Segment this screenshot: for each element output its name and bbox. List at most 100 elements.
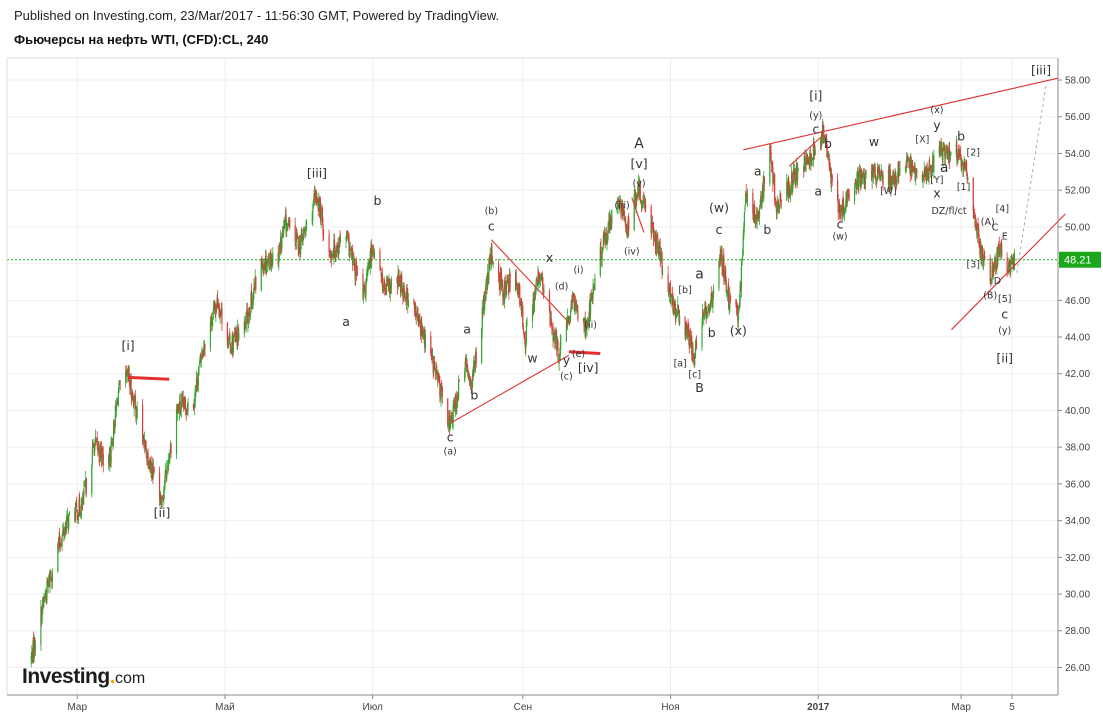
candle-body [711,292,713,297]
candle-body [993,262,995,271]
candle-body [521,308,523,313]
candle-body [551,323,553,329]
candle-body [372,245,374,254]
candle-body [194,399,196,408]
candle-body [108,455,110,465]
y-tick-label: 30.00 [1065,590,1090,601]
x-tick-label: Май [215,702,235,713]
candle-body [602,248,604,252]
wave-label: [i] [809,88,822,103]
candle-body [830,175,832,184]
candle-body [385,283,388,294]
wave-label: x [546,250,553,265]
candle-body [591,294,593,298]
candle-body [420,322,422,336]
support-marker [128,375,170,381]
y-tick-label: 42.00 [1065,369,1090,380]
candle-body [416,312,419,316]
candle-body [940,144,942,155]
candle-body [915,168,917,170]
candle-body [382,284,384,291]
candle-body [841,206,843,217]
candle-body [261,262,264,269]
candle-body [932,158,934,171]
candle-body [863,174,865,178]
wave-label: (x) [930,105,943,116]
candle-body [820,139,822,151]
candle-body [729,294,731,309]
candle-body [196,378,198,388]
candle-body [198,366,200,375]
wave-label: [i] [121,338,134,353]
candle-body [231,349,233,353]
candle-body [63,528,65,535]
candle-body [910,162,913,173]
candle-body [250,293,252,313]
candle-body [820,137,822,144]
candle-body [905,165,907,167]
candle-body [671,294,673,297]
candle-body [424,334,426,349]
candle-body [553,334,555,341]
candle-body [873,167,876,171]
candle-body [695,340,697,349]
candle-body [235,332,237,337]
candle-body [739,285,741,302]
candle-body [301,236,304,242]
candle-body [407,293,409,306]
candle-body [813,142,815,149]
candle-body [85,478,87,494]
candle-body [872,168,874,179]
candle-body [534,290,536,295]
candle-body [281,234,283,249]
candle-body [793,170,795,175]
candle-body [487,272,489,280]
candle-body [468,377,470,379]
candle-body [287,224,289,226]
candle-body [856,173,858,188]
candle-body [93,446,95,454]
candle-body [524,338,526,348]
candle-body [622,205,624,216]
candle-body [847,190,849,197]
candle-body [74,509,77,522]
candle-body [929,168,931,170]
candle-body [812,144,815,161]
candle-body [148,464,150,469]
candle-body [964,162,966,167]
candle-body [705,303,707,311]
candle-body [278,243,281,253]
candle-body [904,166,907,170]
candle-body [214,305,216,310]
candle-body [127,368,129,377]
candle-body [742,236,744,256]
candle-body [116,398,118,403]
candle-body [505,282,508,296]
candle-body [538,275,540,286]
candle-body [526,323,528,324]
candle-body [881,176,884,179]
candle-body [761,200,763,207]
candle-body [723,255,725,279]
candle-body [246,310,248,323]
candle-body [795,164,798,176]
candle-body [893,179,896,186]
candle-body [619,199,621,206]
candle-body [603,231,606,237]
wave-label: a [695,266,704,282]
candle-body [842,198,844,207]
candle-body [571,299,573,305]
candle-body [535,280,537,292]
candle-body [438,373,440,382]
candle-body [270,259,273,268]
candle-body [78,499,80,515]
candle-body [109,447,111,466]
candle-body [180,410,182,413]
candle-body [689,335,692,342]
candle-body [178,408,180,412]
candle-body [576,310,578,312]
candle-body [371,249,373,254]
candle-body [724,270,726,283]
candle-body [396,278,398,280]
